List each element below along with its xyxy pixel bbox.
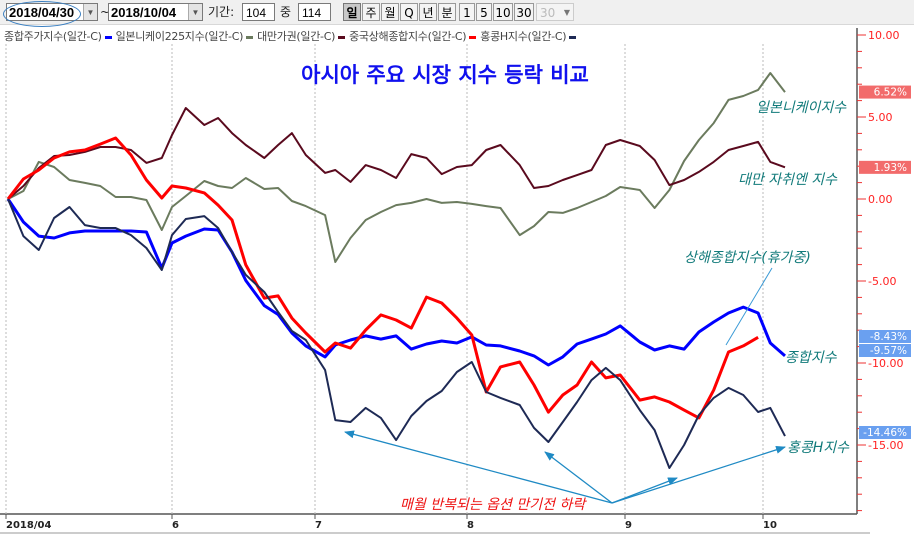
annotation-arrow <box>611 445 786 504</box>
count-select-value: 30 <box>540 6 556 20</box>
interval-button[interactable]: 월 <box>381 3 399 21</box>
count-button[interactable]: 1 <box>459 3 475 21</box>
end-date-value: 2018/10/04 <box>111 5 177 20</box>
last-value-badge <box>859 85 911 99</box>
legend-marker <box>338 35 346 39</box>
legend-label: 일본니케이225지수(일간-C) <box>115 30 244 43</box>
legend-marker <box>246 35 254 39</box>
legend: 종합주가지수(일간-C) 일본니케이225지수(일간-C) 대만가권(일간-C) 중국… <box>4 28 580 44</box>
y-tick-label: -10.00 <box>868 357 903 370</box>
legend-marker <box>469 35 477 39</box>
legend-label: 대만가권(일간-C) <box>257 30 336 43</box>
annotation-nikkei: 일본니케이지수 <box>756 100 847 116</box>
annotation-taiwan: 대만 자취엔 지수 <box>738 172 838 188</box>
x-tick-label: 9 <box>625 520 632 531</box>
chevron-down-icon[interactable]: ▼ <box>188 4 202 20</box>
legend-marker <box>569 35 577 39</box>
legend-label: 중국상해종합지수(일간-C) <box>349 30 467 43</box>
interval-button[interactable]: Q <box>400 3 418 21</box>
of-label: 중 <box>280 5 292 19</box>
annotation-hscei: 홍콩H지수 <box>787 440 850 456</box>
annotation-shanghai: 상해종합지수(휴가중) <box>684 250 811 266</box>
chevron-down-icon[interactable]: ▼ <box>563 8 570 17</box>
chart-title: 아시아 주요 시장 지수 등락 비교 <box>301 63 589 87</box>
last-value-text: -14.46% <box>863 427 907 439</box>
date-separator: ~ <box>100 5 111 19</box>
last-value-badge <box>859 330 911 343</box>
last-value-text: 6.52% <box>874 87 907 99</box>
annotation-kospi: 종합지수 <box>785 350 838 366</box>
series-line-3 <box>6 136 759 420</box>
last-value-text: -9.57% <box>870 345 907 357</box>
y-tick-label: 10.00 <box>868 29 900 42</box>
interval-button[interactable]: 분 <box>438 3 456 21</box>
x-tick-label: 10 <box>763 520 777 531</box>
last-value-text: 1.93% <box>874 162 907 174</box>
y-tick-label: -15.00 <box>868 439 903 452</box>
interval-button[interactable]: 일 <box>343 3 361 21</box>
series-line-1 <box>7 72 786 263</box>
annotation-arrow <box>544 451 613 504</box>
last-value-badge <box>859 344 911 357</box>
series-line-0 <box>6 198 786 367</box>
end-date-input[interactable]: 2018/10/04 ▼ <box>108 3 203 21</box>
highlight-oval <box>3 1 81 27</box>
toolbar: 2018/04/30 ▼ ~ 2018/10/04 ▼ 기간: 104 중 114 … <box>0 0 914 27</box>
count-select[interactable]: 30 ▼ <box>536 3 574 21</box>
count-button[interactable]: 30 <box>514 3 534 21</box>
x-tick-label: 7 <box>315 520 322 531</box>
x-tick-label: 6 <box>172 520 179 531</box>
period-label: 기간: <box>208 5 235 19</box>
x-tick-label: 8 <box>467 520 474 531</box>
expiry-note: 매월 반복되는 옵션 만기전 하락 <box>400 497 587 513</box>
count-button[interactable]: 10 <box>493 3 513 21</box>
last-value-badge <box>859 426 911 439</box>
last-value-text: -8.43% <box>870 331 907 343</box>
annotation-arrow <box>344 430 613 504</box>
y-tick-label: 5.00 <box>868 111 893 124</box>
y-tick-label: -5.00 <box>868 275 896 288</box>
x-tick-label: 2018/04 <box>6 520 51 531</box>
count-button[interactable]: 5 <box>476 3 492 21</box>
period-input[interactable]: 104 <box>242 3 275 21</box>
total-input[interactable]: 114 <box>298 3 331 21</box>
interval-button[interactable]: 주 <box>362 3 380 21</box>
last-value-badge <box>859 160 911 174</box>
shanghai-pointer-line <box>725 267 773 346</box>
series-line-4 <box>7 198 786 469</box>
legend-label: 홍콩H지수(일간-C) <box>480 30 567 43</box>
legend-marker <box>104 35 112 39</box>
chevron-down-icon[interactable]: ▼ <box>83 4 97 20</box>
legend-label: 종합주가지수(일간-C) <box>4 30 102 43</box>
interval-button[interactable]: 년 <box>419 3 437 21</box>
y-tick-label: 0.00 <box>868 193 893 206</box>
series-line-2 <box>7 107 786 200</box>
